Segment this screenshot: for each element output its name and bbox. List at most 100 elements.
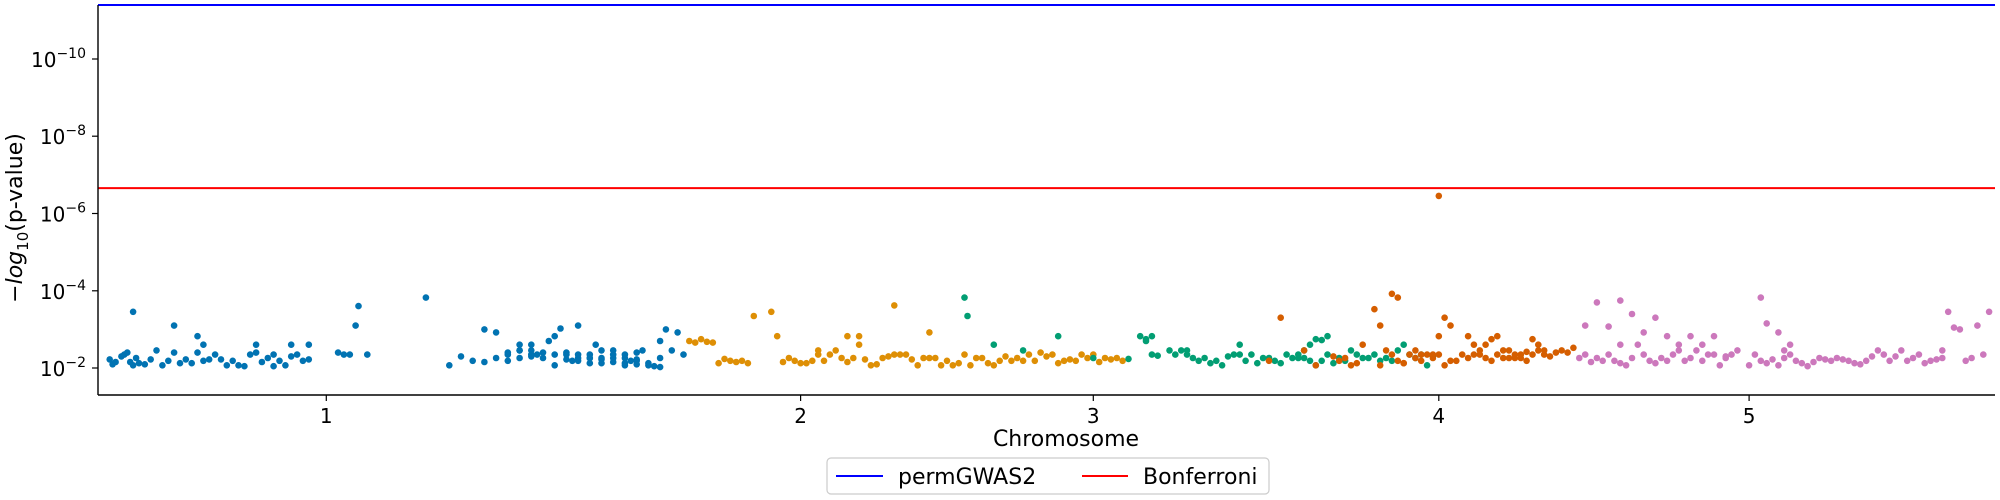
point-chr2-30 xyxy=(873,361,880,368)
point-chr4-39 xyxy=(1570,344,1577,352)
point-chr5-60 xyxy=(1857,361,1864,368)
point-chr1-90 xyxy=(680,351,687,358)
point-chr2-37 xyxy=(914,362,921,369)
point-chr3-60 xyxy=(1236,341,1243,349)
point-chr4-64 xyxy=(1540,347,1548,354)
point-chr3-5 xyxy=(1166,347,1173,354)
point-chr4-40 xyxy=(1371,305,1378,313)
point-chr1-26 xyxy=(235,362,242,369)
point-chr1-35 xyxy=(287,353,295,360)
point-chr2-69 xyxy=(1101,354,1109,362)
point-chr2-46 xyxy=(967,362,974,369)
y-axis-label-prefix: −log xyxy=(3,251,28,303)
point-chr2-75 xyxy=(855,332,863,340)
y-tick-label-3: 10−4 xyxy=(40,278,86,304)
point-chr4-24 xyxy=(1482,354,1489,362)
point-chr3-4 xyxy=(1154,352,1161,360)
point-chr2-4 xyxy=(709,339,717,346)
point-chr5-1 xyxy=(1581,351,1589,358)
point-chr5-80 xyxy=(1786,341,1794,349)
point-chr4-37 xyxy=(1558,347,1565,354)
point-chr1-8 xyxy=(132,354,140,362)
point-chr4-51 xyxy=(1464,332,1472,340)
point-chr5-47 xyxy=(1780,354,1788,362)
point-chr1-92 xyxy=(504,357,512,365)
point-chr3-65 xyxy=(1318,336,1325,344)
point-chr3-33 xyxy=(1330,359,1337,367)
point-chr2-57 xyxy=(1031,357,1039,365)
point-chr3-1 xyxy=(1136,332,1144,340)
point-chr4-69 xyxy=(1312,362,1320,369)
point-chr1-21 xyxy=(205,356,213,363)
point-chr5-33 xyxy=(1663,332,1671,340)
point-chr4-8 xyxy=(1388,351,1396,358)
point-chr2-58 xyxy=(1037,349,1044,356)
point-chr4-61 xyxy=(1523,348,1530,356)
point-chr2-72 xyxy=(1119,357,1126,365)
point-chr3-58 xyxy=(1148,332,1156,340)
point-chr5-79 xyxy=(1780,347,1788,354)
point-chr5-11 xyxy=(1640,351,1647,358)
point-chr1-42 xyxy=(200,341,207,349)
point-chr2-26 xyxy=(850,354,857,362)
point-chr1-31 xyxy=(264,354,272,362)
y-tick-label-4: 10−2 xyxy=(40,355,86,381)
point-chr4-6 xyxy=(1376,362,1384,369)
point-chr1-109 xyxy=(563,351,570,358)
point-chr1-76 xyxy=(528,341,535,349)
point-chr5-38 xyxy=(1722,354,1729,362)
point-chr4-66 xyxy=(1265,357,1273,365)
point-chr4-48 xyxy=(1435,332,1443,340)
point-chr5-46 xyxy=(1775,362,1782,369)
point-chr3-36 xyxy=(1347,347,1355,354)
point-chr2-41 xyxy=(937,362,945,369)
y-tick-exponent: −10 xyxy=(56,46,86,62)
x-tick-label-0: 1 xyxy=(320,404,333,428)
point-chr5-35 xyxy=(1687,332,1694,340)
point-chr5-23 xyxy=(1710,332,1718,340)
point-chr4-20 xyxy=(1458,351,1466,358)
point-chr5-67 xyxy=(1898,347,1905,354)
point-chr4-50 xyxy=(1447,322,1454,329)
threshold-lines xyxy=(98,4,1995,190)
point-chr2-18 xyxy=(803,359,810,367)
point-chr5-10 xyxy=(1634,341,1642,349)
point-chr5-72 xyxy=(1927,357,1934,365)
point-chr2-19 xyxy=(809,357,816,365)
point-chr3-21 xyxy=(1259,354,1267,362)
point-chr3-61 xyxy=(1295,354,1302,362)
point-chr4-36 xyxy=(1552,349,1560,356)
point-chr2-42 xyxy=(943,357,951,365)
point-chr4-13 xyxy=(1417,357,1425,365)
point-chr5-34 xyxy=(1675,347,1683,354)
point-chr3-24 xyxy=(1277,359,1284,367)
point-chr5-18 xyxy=(1681,357,1688,365)
point-chr1-18 xyxy=(188,359,195,367)
point-chr1-2 xyxy=(112,358,119,366)
point-chr4-11 xyxy=(1406,351,1413,358)
point-chr5-61 xyxy=(1862,357,1870,365)
point-chr4-19 xyxy=(1453,357,1460,365)
point-chr1-66 xyxy=(586,359,594,367)
point-chr4-46 xyxy=(1417,351,1425,358)
point-chr3-3 xyxy=(1148,351,1156,358)
point-chr1-15 xyxy=(170,349,178,356)
point-chr1-114 xyxy=(621,359,629,367)
point-chr3-52 xyxy=(964,312,971,320)
point-chr1-47 xyxy=(334,349,342,356)
point-chr1-7 xyxy=(129,362,137,369)
point-chr3-32 xyxy=(1324,351,1331,358)
y-tick-label-0: 10−10 xyxy=(31,46,86,72)
point-chr1-119 xyxy=(662,326,670,333)
point-chr1-0 xyxy=(106,356,113,363)
point-chr5-59 xyxy=(1851,359,1858,367)
point-chr1-23 xyxy=(217,356,225,363)
point-chr4-55 xyxy=(1488,335,1495,343)
point-chr3-40 xyxy=(1371,351,1378,358)
point-chr3-7 xyxy=(1177,347,1185,354)
y-tick-label-1: 10−8 xyxy=(40,123,86,149)
point-chr1-87 xyxy=(633,349,640,356)
point-chr1-22 xyxy=(211,351,219,358)
